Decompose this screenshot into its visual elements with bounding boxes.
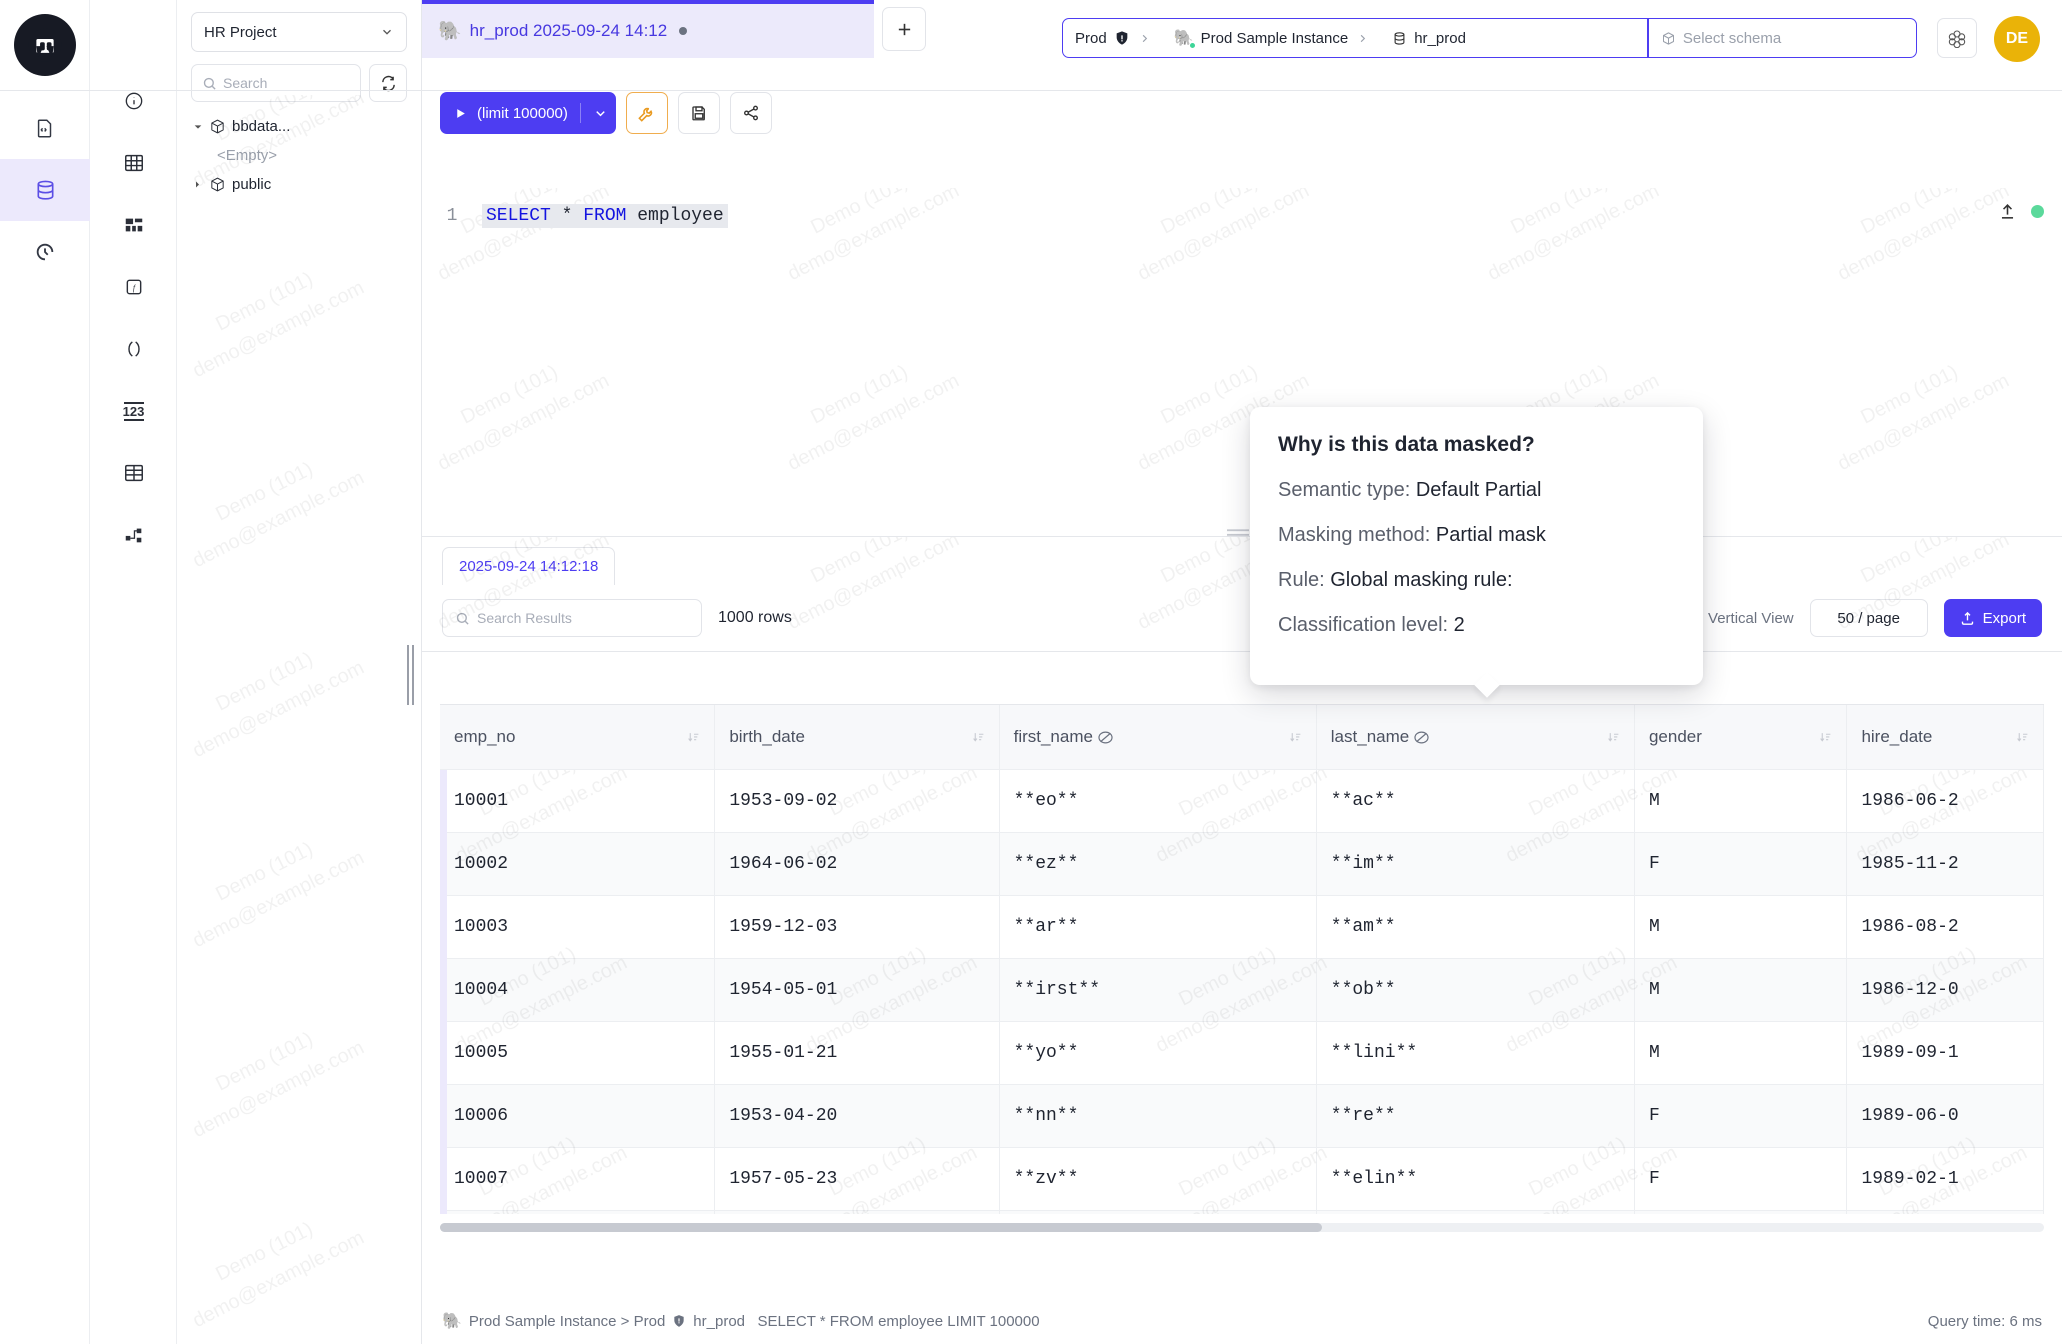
svg-text:f: f (132, 284, 136, 293)
